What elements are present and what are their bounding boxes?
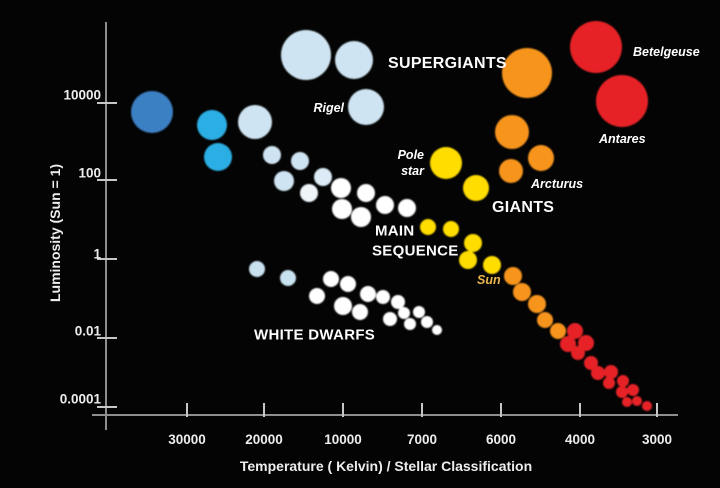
white-dwarfs-star — [323, 271, 339, 287]
main-sequence-star — [627, 384, 639, 396]
main-sequence-star — [604, 365, 618, 379]
main-sequence-star — [291, 152, 309, 170]
white-dwarfs-star — [432, 325, 442, 335]
main-sequence-star — [376, 196, 394, 214]
main-sequence-star — [584, 356, 598, 370]
white-dwarfs-star — [398, 307, 410, 319]
main-sequence-star — [197, 110, 227, 140]
main-sequence-star — [567, 323, 583, 339]
main-sequence-star — [204, 143, 232, 171]
giants-star — [495, 115, 529, 149]
star-arcturus — [528, 145, 554, 171]
main-sequence-star — [351, 207, 371, 227]
main-sequence-star — [263, 146, 281, 164]
white-dwarfs-star — [360, 286, 376, 302]
main-sequence-star — [560, 336, 576, 352]
star-rigel — [348, 89, 384, 125]
star-pole-star — [430, 147, 462, 179]
supergiants-star — [335, 41, 373, 79]
white-dwarfs-star — [413, 306, 425, 318]
main-sequence-star — [616, 386, 628, 398]
main-sequence-star — [357, 184, 375, 202]
main-sequence-star — [550, 323, 566, 339]
main-sequence-star — [314, 168, 332, 186]
main-sequence-star — [571, 346, 585, 360]
main-sequence-star — [504, 267, 522, 285]
white-dwarfs-star — [309, 288, 325, 304]
star-sun — [483, 256, 501, 274]
main-sequence-star — [632, 396, 642, 406]
main-sequence-star — [591, 366, 605, 380]
main-sequence-star — [443, 221, 459, 237]
star-antares — [596, 75, 648, 127]
stars — [131, 21, 652, 411]
giants-star — [463, 175, 489, 201]
white-dwarfs-star — [391, 295, 405, 309]
main-sequence-star — [274, 171, 294, 191]
main-sequence-star — [238, 105, 272, 139]
white-dwarfs-star — [352, 304, 368, 320]
main-sequence-star — [332, 199, 352, 219]
main-sequence-star — [398, 199, 416, 217]
main-sequence-star — [528, 295, 546, 313]
main-sequence-star — [578, 335, 594, 351]
main-sequence-star — [464, 234, 482, 252]
star-betelgeuse — [570, 21, 622, 73]
supergiants-star — [281, 30, 331, 80]
white-dwarfs-star — [334, 297, 352, 315]
white-dwarfs-star — [421, 316, 433, 328]
main-sequence-star — [131, 91, 173, 133]
white-dwarfs-star — [340, 276, 356, 292]
white-dwarfs-star — [404, 318, 416, 330]
white-dwarfs-star — [376, 290, 390, 304]
main-sequence-star — [459, 251, 477, 269]
main-sequence-star — [617, 375, 629, 387]
supergiants-star — [502, 48, 552, 98]
main-sequence-star — [331, 178, 351, 198]
main-sequence-star — [300, 184, 318, 202]
main-sequence-star — [537, 312, 553, 328]
giants-star — [499, 159, 523, 183]
main-sequence-star — [622, 397, 632, 407]
main-sequence-star — [420, 219, 436, 235]
white-dwarfs-star — [280, 270, 296, 286]
white-dwarfs-star — [383, 312, 397, 326]
white-dwarfs-star — [249, 261, 265, 277]
main-sequence-star — [513, 283, 531, 301]
main-sequence-star — [642, 401, 652, 411]
main-sequence-star — [603, 377, 615, 389]
